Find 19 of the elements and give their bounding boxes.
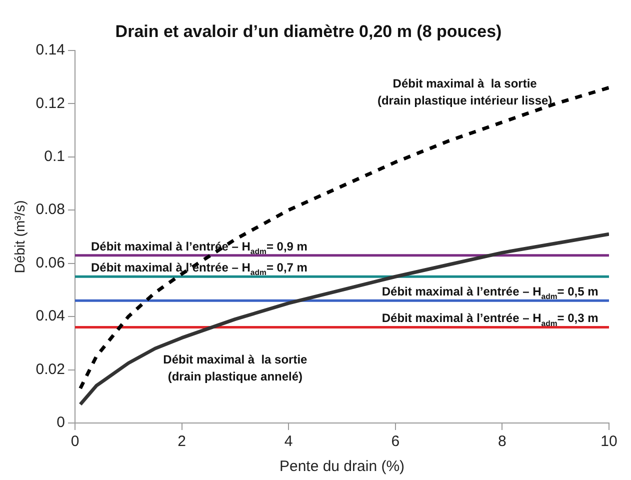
y-tick-label: 0.08 bbox=[36, 201, 65, 218]
x-tick-label: 4 bbox=[284, 433, 293, 450]
y-tick-label: 0.02 bbox=[36, 360, 65, 378]
y-tick-label: 0.04 bbox=[36, 308, 65, 325]
y-tick-label: 0.12 bbox=[36, 94, 65, 112]
x-tick-label: 6 bbox=[391, 433, 400, 450]
x-tick-label: 10 bbox=[600, 433, 618, 450]
x-axis-title: Pente du drain (%) bbox=[279, 458, 405, 476]
y-axis-title: Débit (m³/s) bbox=[11, 200, 28, 274]
y-tick-label: 0.14 bbox=[36, 42, 65, 59]
x-tick-label: 0 bbox=[70, 433, 80, 450]
y-tick-label: 0.06 bbox=[36, 254, 65, 272]
x-tick-label: 8 bbox=[498, 433, 506, 450]
y-tick-label: 0 bbox=[56, 414, 65, 432]
series-label: Débit maximal à la sortie (drain plastique annelé) bbox=[163, 352, 308, 384]
chart-title: Drain et avaloir d’un diamètre 0,20 m (8 pouces) bbox=[115, 22, 502, 41]
y-tick-label: 0.1 bbox=[44, 148, 65, 165]
x-tick-label: 2 bbox=[178, 433, 186, 450]
series-label: Débit maximal à la sortie (drain plastique intérieur lisse) bbox=[377, 76, 552, 108]
